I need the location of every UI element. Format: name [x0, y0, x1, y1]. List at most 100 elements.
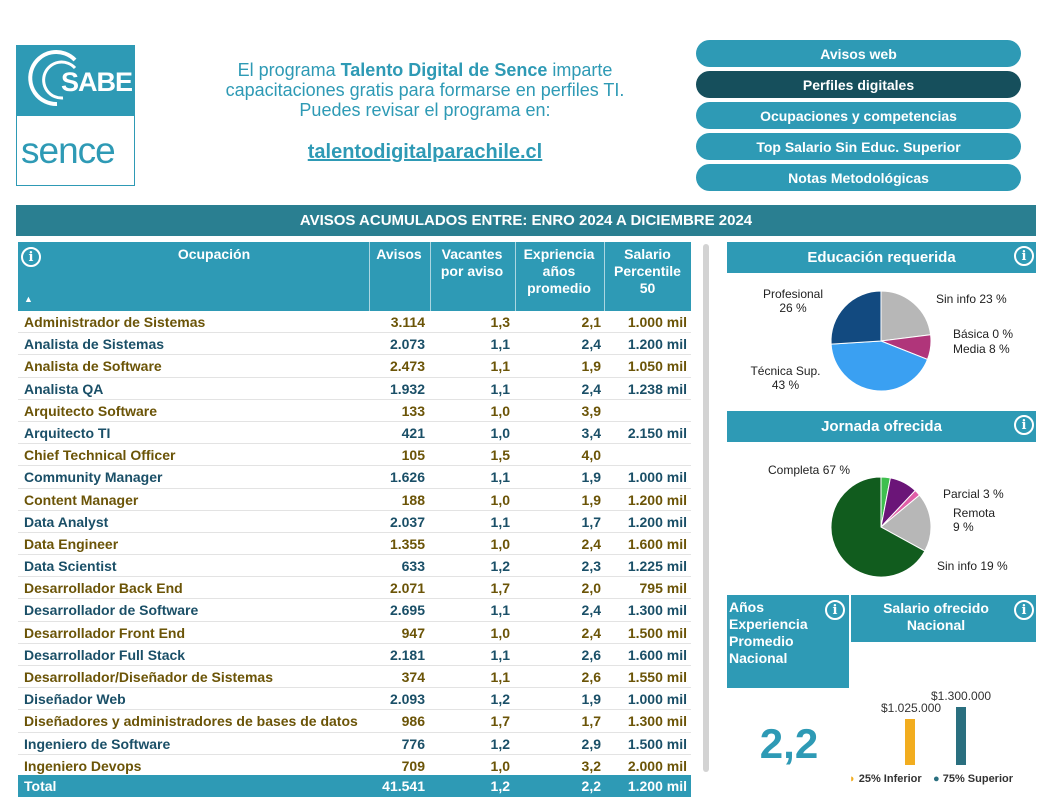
cell-salario: 1.500 mil: [627, 735, 687, 752]
table-row[interactable]: Desarrollador Full Stack 2.181 1,1 2,6 1.600…: [18, 644, 691, 666]
total-experiencia: 2,2: [581, 778, 601, 794]
period-banner: AVISOS ACUMULADOS ENTRE: ENRO 2024 A DIC…: [16, 205, 1036, 236]
cell-ocupacion: Data Engineer: [24, 535, 119, 552]
cell-vacantes: 1,7: [490, 580, 510, 597]
cell-vacantes: 1,1: [490, 469, 510, 486]
sort-asc-icon[interactable]: ▲: [24, 294, 33, 304]
cell-vacantes: 1,0: [490, 535, 510, 552]
cell-vacantes: 1,0: [490, 491, 510, 508]
cell-salario: 1.000 mil: [627, 691, 687, 708]
cell-salario: 1.200 mil: [627, 336, 687, 353]
cell-ocupacion: Chief Technical Officer: [24, 447, 176, 464]
jornada-slice-completa[interactable]: [830, 476, 926, 578]
cell-ocupacion: Ingeniero Devops: [24, 757, 142, 774]
education-slice-t-cnica-sup-[interactable]: [830, 340, 929, 392]
table-row[interactable]: Data Scientist 633 1,2 2,3 1.225 mil: [18, 555, 691, 578]
table-scrollbar[interactable]: [703, 244, 709, 772]
nav-perfiles-digitales-button[interactable]: Perfiles digitales: [696, 71, 1021, 98]
jor-label-completa: Completa 67 %: [768, 463, 851, 477]
col-header-experiencia[interactable]: Expriencia años promedio: [523, 246, 595, 296]
cell-experiencia: 1,9: [581, 469, 601, 486]
cell-experiencia: 2,6: [581, 646, 601, 663]
program-link[interactable]: talentodigitalparachile.cl: [307, 141, 543, 163]
table-row[interactable]: Desarrollador/Diseñador de Sistemas 374 1,…: [18, 666, 691, 689]
cell-salario: 1.000 mil: [627, 314, 687, 330]
cell-avisos: 1.355: [389, 535, 425, 552]
cell-ocupacion: Desarrollador Front End: [24, 624, 186, 641]
table-row[interactable]: Community Manager 1.626 1,1 1,9 1.000 mil: [18, 466, 691, 489]
cell-avisos: 2.473: [389, 358, 425, 375]
cell-avisos: 3.114: [390, 314, 425, 330]
cell-ocupacion: Data Analyst: [24, 513, 109, 530]
table-row[interactable]: Data Engineer 1.355 1,0 2,4 1.600 mil: [18, 533, 691, 556]
table-row[interactable]: Arquitecto TI 421 1,0 3,4 2.150 mil: [18, 422, 691, 445]
col-header-avisos[interactable]: Avisos: [376, 246, 422, 262]
cell-vacantes: 1,2: [490, 691, 510, 708]
cell-avisos: 986: [401, 713, 425, 730]
cell-ocupacion: Arquitecto TI: [24, 424, 111, 441]
table-row[interactable]: Ingeniero de Software 776 1,2 2,9 1.500 mil: [18, 733, 691, 755]
table-row[interactable]: Chief Technical Officer 105 1,5 4,0: [18, 444, 691, 467]
total-vacantes: 1,2: [490, 778, 510, 794]
info-icon[interactable]: i: [21, 247, 41, 267]
cell-avisos: 105: [401, 447, 425, 464]
table-row[interactable]: Desarrollador de Software 2.695 1,1 2,4 1.30…: [18, 599, 691, 622]
cell-ocupacion: Analista QA: [24, 380, 104, 397]
cell-avisos: 133: [401, 402, 425, 419]
cell-avisos: 1.932: [389, 380, 425, 397]
cell-vacantes: 1,5: [490, 447, 510, 464]
total-salario: 1.200 mil: [627, 778, 687, 794]
cell-ocupacion: Arquitecto Software: [24, 402, 158, 419]
cell-salario: 1.000 mil: [627, 469, 687, 486]
table-row[interactable]: Desarrollador Front End 947 1,0 2,4 1.500 mi…: [18, 622, 691, 644]
sabe-logo-block: SABE: [17, 46, 134, 116]
nav-ocupaciones-button[interactable]: Ocupaciones y competencias: [696, 102, 1021, 129]
table-row[interactable]: Ingeniero Devops 709 1,0 3,2 2.000 mil: [18, 755, 691, 777]
edu-label-media: Media 8 %: [953, 342, 1010, 356]
cell-avisos: 1.626: [389, 469, 425, 486]
table-row[interactable]: Analista de Software 2.473 1,1 1,9 1.050 mil: [18, 355, 691, 378]
cell-experiencia: 4,0: [581, 447, 601, 464]
table-row[interactable]: Desarrollador Back End 2.071 1,7 2,0 795 mil: [18, 577, 691, 600]
cell-experiencia: 1,7: [581, 513, 601, 530]
cell-experiencia: 2,4: [581, 624, 601, 641]
cell-experiencia: 3,9: [581, 402, 601, 419]
nav-top-salario-button[interactable]: Top Salario Sin Educ. Superior: [696, 133, 1021, 160]
table-row[interactable]: Analista QA 1.932 1,1 2,4 1.238 mil: [18, 378, 691, 400]
cell-experiencia: 2,1: [581, 314, 601, 330]
jornada-info-icon[interactable]: i: [1014, 415, 1034, 435]
cell-vacantes: 1,2: [490, 558, 510, 575]
table-row[interactable]: Arquitecto Software 133 1,0 3,9: [18, 400, 691, 422]
col-header-vacantes[interactable]: Vacantes por aviso: [440, 246, 504, 279]
education-pie-chart: [830, 290, 932, 392]
program-name: Talento Digital de Sence: [340, 60, 548, 80]
jornada-slice-sin-info[interactable]: [880, 494, 932, 552]
table-row[interactable]: Diseñadores y administradores de bases d…: [18, 710, 691, 733]
intro-text: El programa Talento Digital de Sence imp…: [225, 60, 625, 120]
col-header-salario[interactable]: Salario Percentile 50: [614, 246, 681, 296]
cell-avisos: 188: [401, 491, 425, 508]
nav-notas-metodologicas-button[interactable]: Notas Metodológicas: [696, 164, 1021, 191]
table-row[interactable]: Administrador de Sistemas 3.114 1,3 2,1 1.00…: [18, 311, 691, 334]
education-slice-profesional[interactable]: [830, 290, 882, 345]
education-slice-sin-info[interactable]: [880, 290, 932, 342]
cell-ocupacion: Desarrollador Full Stack: [24, 646, 186, 663]
table-row[interactable]: Diseñador Web 2.093 1,2 1,9 1.000 mil: [18, 688, 691, 711]
table-row[interactable]: Data Analyst 2.037 1,1 1,7 1.200 mil: [18, 511, 691, 533]
experiencia-info-icon[interactable]: i: [825, 600, 845, 620]
table-row[interactable]: Analista de Sistemas 2.073 1,1 2,4 1.200 mil: [18, 333, 691, 356]
table-row[interactable]: Content Manager 188 1,0 1,9 1.200 mil: [18, 489, 691, 511]
cell-ocupacion: Administrador de Sistemas: [24, 314, 206, 330]
cell-experiencia: 1,9: [581, 491, 601, 508]
cell-ocupacion: Diseñadores y administradores de bases d…: [24, 713, 358, 730]
cell-vacantes: 1,0: [490, 624, 510, 641]
cell-vacantes: 1,3: [490, 314, 510, 330]
bar-label-superior: $1.300.000: [931, 689, 992, 703]
salario-title: Salario ofrecido Nacional: [883, 600, 989, 633]
salario-info-icon[interactable]: i: [1014, 600, 1034, 620]
cell-ocupacion: Desarrollador/Diseñador de Sistemas: [24, 669, 273, 685]
nav-avisos-web-button[interactable]: Avisos web: [696, 40, 1021, 67]
education-info-icon[interactable]: i: [1014, 246, 1034, 266]
col-header-ocupacion[interactable]: Ocupación: [177, 246, 251, 262]
cell-ocupacion: Content Manager: [24, 491, 139, 508]
